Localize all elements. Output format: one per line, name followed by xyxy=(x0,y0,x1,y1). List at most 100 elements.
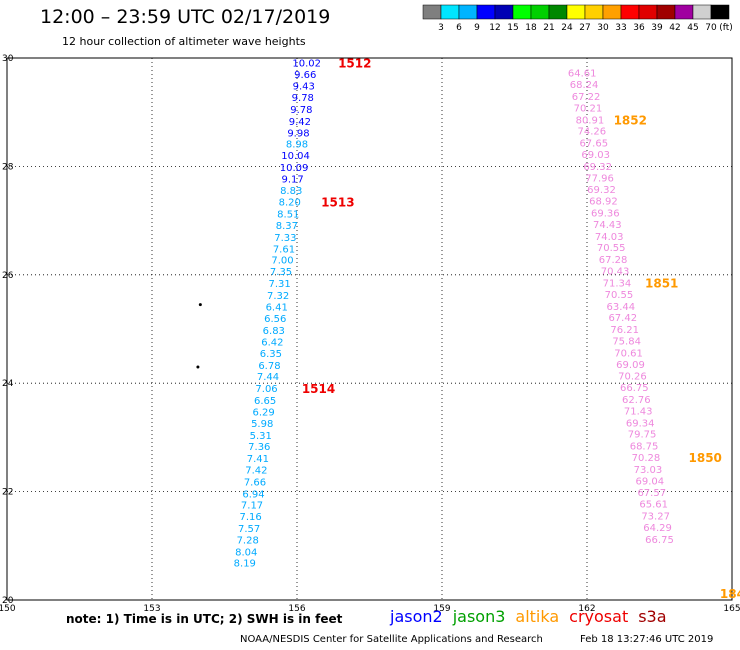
wave-height-label: 6.83 xyxy=(263,326,285,337)
wave-height-label: 9.66 xyxy=(294,70,316,81)
colorbar-swatch xyxy=(692,4,712,20)
wave-height-label: 74.43 xyxy=(593,220,622,231)
wave-height-label: 6.56 xyxy=(264,314,286,325)
wave-height-label: 69.32 xyxy=(587,185,616,196)
wave-height-label: 76.21 xyxy=(610,325,639,336)
y-tick-label: 26 xyxy=(2,271,14,281)
colorbar-swatch xyxy=(584,4,604,20)
footer-timestamp: Feb 18 13:27:46 UTC 2019 xyxy=(580,634,714,645)
colorbar-swatch xyxy=(566,4,586,20)
wave-height-label: 8.20 xyxy=(279,198,301,209)
wave-height-label: 7.66 xyxy=(244,477,266,488)
wave-height-label: 69.36 xyxy=(591,209,620,220)
colorbar-label: 3 xyxy=(438,23,444,33)
data-point xyxy=(196,365,200,369)
chart-subtitle: 12 hour collection of altimeter wave hei… xyxy=(62,35,306,48)
wave-height-label: 7.33 xyxy=(274,233,296,244)
colorbar-label: 21 xyxy=(543,23,554,33)
wave-height-label: 7.42 xyxy=(245,465,267,476)
colorbar-label: 42 xyxy=(669,23,680,33)
y-tick-label: 22 xyxy=(2,488,13,498)
colorbar-label: 36 xyxy=(633,23,645,33)
wave-height-label: 7.06 xyxy=(255,384,277,395)
wave-height-label: 69.34 xyxy=(626,418,655,429)
colorbar-swatch xyxy=(476,4,496,20)
wave-height-label: 7.28 xyxy=(237,535,259,546)
wave-height-label: 67.42 xyxy=(608,313,637,324)
wave-height-label: 75.84 xyxy=(612,336,641,347)
x-tick-label: 153 xyxy=(143,604,160,614)
wave-height-label: 7.17 xyxy=(241,501,263,512)
wave-height-label: 63.44 xyxy=(607,302,636,313)
x-tick-label: 150 xyxy=(0,604,16,614)
wave-height-label: 73.27 xyxy=(641,512,670,523)
wave-height-label: 6.35 xyxy=(260,349,282,360)
wave-height-label: 5.98 xyxy=(251,419,273,430)
colorbar-swatch xyxy=(620,4,640,20)
wave-height-label: 77.96 xyxy=(585,173,614,184)
wave-height-label: 70.61 xyxy=(614,348,643,359)
colorbar-swatch xyxy=(602,4,622,20)
wave-height-label: 7.44 xyxy=(257,372,279,383)
colorbar-swatch xyxy=(710,4,730,20)
y-tick-label: 20 xyxy=(2,596,14,606)
wave-height-label: 7.16 xyxy=(239,512,261,523)
time-label: 184 xyxy=(720,587,740,601)
wave-height-label: 67.28 xyxy=(599,255,628,266)
wave-height-label: 7.35 xyxy=(270,267,292,278)
time-label: 1851 xyxy=(645,276,678,290)
wave-height-label: 6.29 xyxy=(253,407,275,418)
wave-height-label: 62.76 xyxy=(622,395,651,406)
colorbar-swatch xyxy=(440,4,460,20)
wave-height-label: 10.04 xyxy=(281,151,310,162)
wave-height-label: 67.65 xyxy=(579,139,608,150)
legend-altika: altika xyxy=(515,607,560,626)
wave-height-label: 66.75 xyxy=(645,535,674,546)
colorbar-swatch xyxy=(656,4,676,20)
y-tick-label: 30 xyxy=(2,54,14,64)
wave-height-label: 8.19 xyxy=(234,559,256,570)
time-label: 1852 xyxy=(614,113,647,127)
colorbar-swatch xyxy=(458,4,478,20)
legend-cryosat: cryosat xyxy=(569,607,629,626)
y-tick-label: 28 xyxy=(2,162,14,172)
x-tick-label: 156 xyxy=(288,604,305,614)
colorbar-label: 30 xyxy=(597,23,609,33)
wave-height-label: 9.78 xyxy=(292,93,314,104)
wave-height-label: 71.34 xyxy=(603,278,632,289)
wave-height-label: 9.98 xyxy=(287,128,309,139)
colorbar-label: 70 xyxy=(705,23,717,33)
wave-height-label: 10.02 xyxy=(292,58,321,69)
colorbar-label: 9 xyxy=(474,23,480,33)
wave-height-label: 7.31 xyxy=(268,279,290,290)
plot-frame xyxy=(6,57,733,601)
wave-height-label: 8.04 xyxy=(235,547,257,558)
wave-height-label: 9.43 xyxy=(293,82,315,93)
wave-height-label: 71.43 xyxy=(624,406,653,417)
wave-height-label: 79.75 xyxy=(628,430,657,441)
wave-height-label: 64.61 xyxy=(568,69,597,80)
x-tick-label: 165 xyxy=(723,604,740,614)
time-label: 1514 xyxy=(302,382,335,396)
wave-height-label: 69.09 xyxy=(616,360,645,371)
colorbar-swatch xyxy=(530,4,550,20)
colorbar-label: 39 xyxy=(651,23,663,33)
x-tick-label: 159 xyxy=(433,604,450,614)
wave-height-label: 67.57 xyxy=(637,488,666,499)
data-point xyxy=(198,303,202,307)
colorbar-swatch xyxy=(674,4,694,20)
wave-height-label: 6.41 xyxy=(266,302,288,313)
wave-height-label: 8.51 xyxy=(277,210,299,221)
wave-height-label: 74.26 xyxy=(578,127,607,138)
colorbar-swatch xyxy=(512,4,532,20)
legend-s3a: s3a xyxy=(638,607,667,626)
time-label: 1512 xyxy=(338,56,371,70)
wave-height-label: 68.75 xyxy=(630,442,659,453)
wave-height-label: 9.17 xyxy=(282,174,304,185)
colorbar-label: 6 xyxy=(456,23,462,33)
wave-height-label: 8.83 xyxy=(280,186,302,197)
wave-height-label: 70.26 xyxy=(618,372,647,383)
wave-height-label: 80.91 xyxy=(576,115,605,126)
wave-height-label: 69.04 xyxy=(636,476,665,487)
